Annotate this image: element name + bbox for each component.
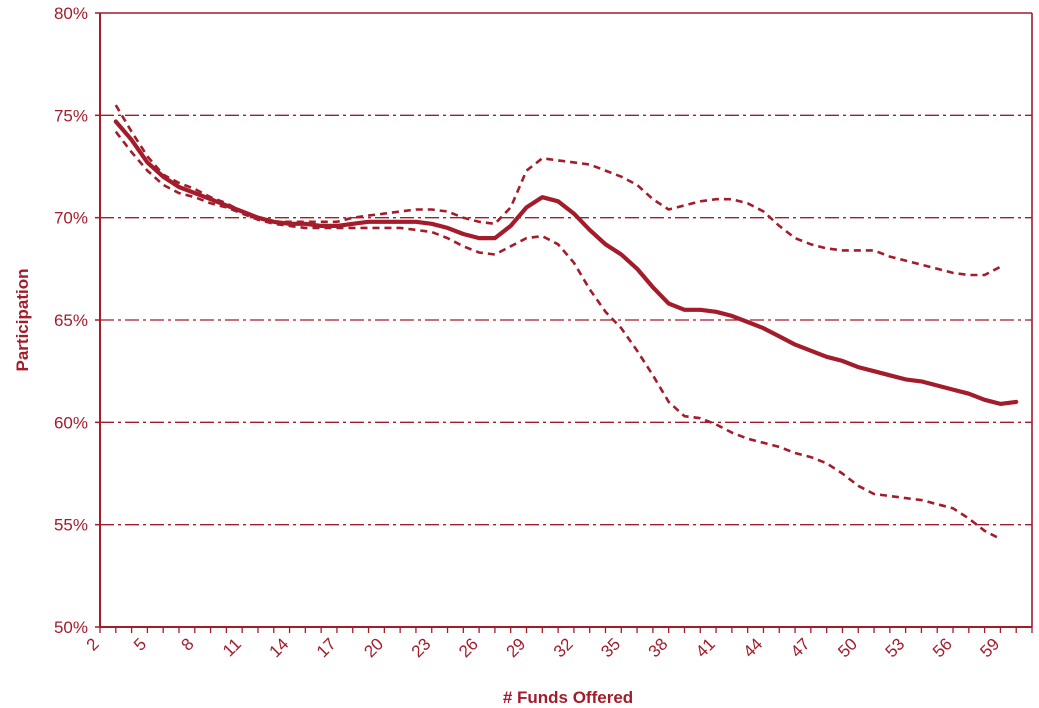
x-tick-label: 29 (503, 634, 530, 661)
x-tick-label: 2 (83, 634, 103, 654)
grid-layer (100, 114, 1032, 526)
x-tick-label: 47 (787, 634, 814, 661)
label-layer: 50% 55% 60% 65% 70% 75% 80% 2 5 8 11 14 17 20 23 26 29 32… (54, 4, 1003, 661)
axis-layer (95, 12, 1033, 633)
x-axis-title: # Funds Offered (503, 688, 633, 707)
x-tick-label: 41 (692, 634, 719, 661)
x-tick-label: 38 (645, 634, 672, 661)
x-tick-label: 5 (130, 634, 150, 654)
y-tick-label: 80% (54, 4, 88, 23)
series-layer (113, 104, 1019, 541)
y-tick-label: 50% (54, 618, 88, 637)
x-tick-label: 59 (976, 634, 1003, 661)
x-tick-label: 20 (360, 634, 387, 661)
x-tick-label: 44 (739, 634, 766, 661)
y-tick-label: 65% (54, 311, 88, 330)
series-line-2 (114, 104, 1001, 277)
y-tick-label: 70% (54, 209, 88, 228)
x-tick-label: 56 (929, 634, 956, 661)
x-tick-label: 14 (266, 634, 293, 661)
x-tick-label: 11 (219, 634, 245, 660)
y-tick-label: 55% (54, 516, 88, 535)
y-tick-label: 75% (54, 106, 88, 125)
x-tick-label: 17 (313, 634, 340, 661)
x-tick-label: 26 (455, 634, 482, 661)
x-tick-label: 35 (597, 634, 624, 661)
x-tick-label: 50 (834, 634, 861, 661)
x-tick-label: 53 (882, 634, 909, 661)
series-line-3 (114, 130, 1001, 541)
series-line-1 (113, 119, 1019, 406)
x-tick-label: 8 (177, 634, 197, 654)
y-tick-label: 60% (54, 413, 88, 432)
y-axis-title: Participation (13, 269, 32, 372)
x-tick-label: 23 (408, 634, 435, 661)
x-tick-label: 32 (550, 634, 577, 661)
